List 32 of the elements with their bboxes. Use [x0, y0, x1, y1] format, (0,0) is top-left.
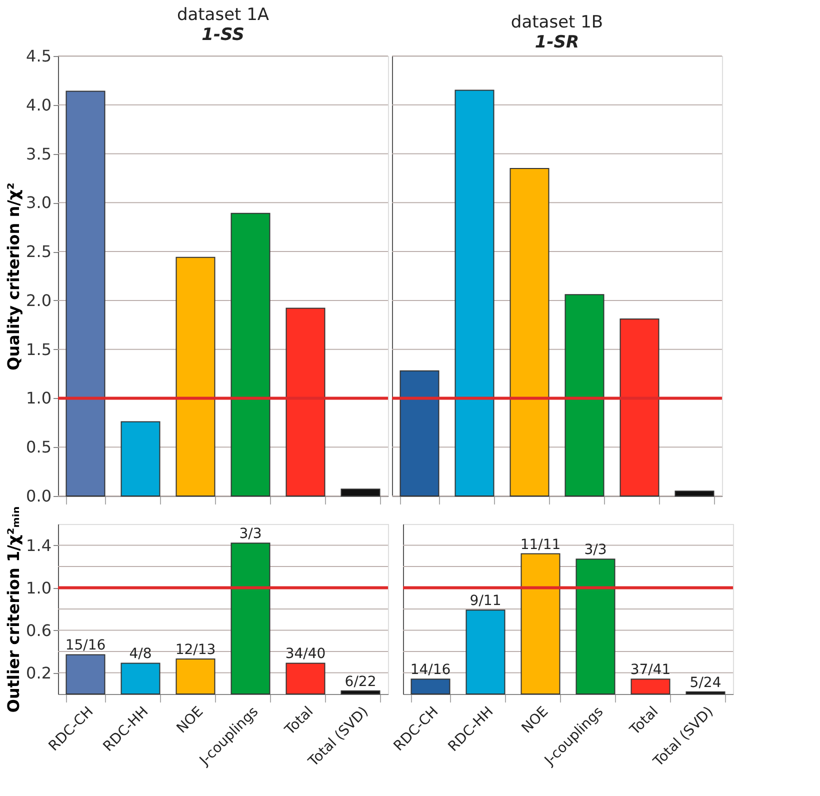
annotation: 12/13: [175, 642, 216, 658]
y-tick-label: 1.0: [26, 578, 52, 598]
chart-subtitle: 1-SR: [534, 32, 580, 52]
y-tick-label: 0.2: [26, 663, 52, 682]
chart-subtitle: 1-SS: [202, 25, 244, 45]
annotation: 34/40: [285, 646, 326, 662]
annotation: 11/11: [520, 536, 561, 553]
chart-title: dataset 1A: [176, 5, 270, 25]
annotation: 14/16: [410, 662, 451, 678]
y-tick-label: 2.5: [26, 242, 52, 262]
annotation: 6/22: [344, 674, 376, 690]
chart-title: dataset 1B: [510, 12, 604, 32]
y-tick-label: 0.0: [26, 486, 52, 506]
y-tick-label: 1.4: [26, 536, 52, 555]
annotation: 9/11: [470, 593, 502, 610]
y-tick-label: 1.0: [26, 388, 52, 408]
y-axis-title: Quality criterion n/χ²: [4, 182, 24, 370]
y-tick-label: 0.5: [26, 438, 52, 457]
y-tick-label: 2.0: [26, 290, 52, 310]
y-tick-label: 4.5: [26, 46, 52, 66]
annotation: 37/41: [630, 662, 671, 678]
y-tick-label: 3.5: [26, 144, 52, 164]
annotation: 4/8: [129, 646, 152, 662]
y-tick-label: 0.6: [26, 620, 52, 640]
annotation: 3/3: [239, 526, 262, 542]
annotation: 3/3: [584, 542, 607, 558]
annotation: 15/16: [65, 638, 106, 654]
y-tick-label: 1.5: [26, 340, 52, 359]
annotation: 5/24: [690, 674, 722, 691]
y-tick-label: 3.0: [26, 193, 52, 212]
y-tick-label: 4.0: [26, 95, 52, 114]
y-axis-title: Outlier criterion 1/χ²ₘᵢₙ: [4, 506, 24, 713]
